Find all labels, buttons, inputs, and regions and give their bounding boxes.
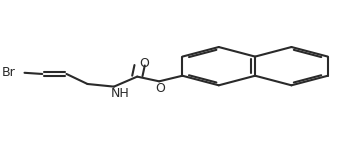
Text: NH: NH [111,87,129,100]
Text: O: O [155,82,165,95]
Text: Br: Br [2,66,16,79]
Text: O: O [139,57,149,70]
